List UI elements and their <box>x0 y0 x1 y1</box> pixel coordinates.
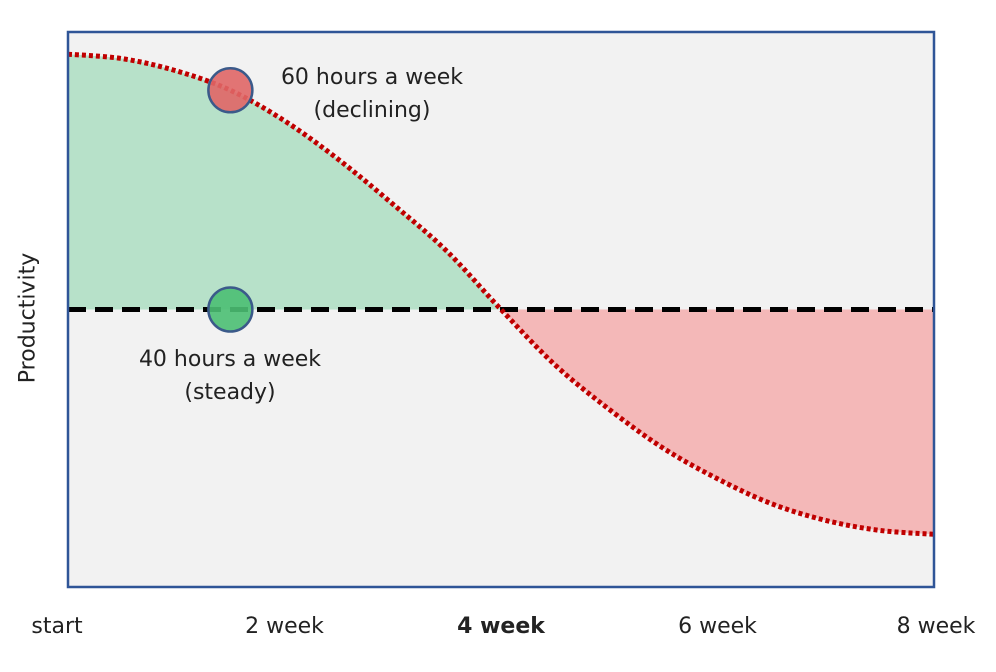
annotation-declining: 60 hours a week (declining) <box>281 61 463 127</box>
x-tick-label: 4 week <box>457 614 545 639</box>
gain-area <box>68 54 934 310</box>
plot-frame <box>66 30 936 589</box>
annotation-declining-line1: 60 hours a week <box>280 65 464 90</box>
annotation-steady-line1: 40 hours a week <box>138 347 322 372</box>
annotation-steady-line2: (steady) <box>184 380 276 405</box>
marker-declining <box>207 67 254 114</box>
x-tick-label: 2 week <box>245 614 324 639</box>
y-axis-label: Productivity <box>15 252 41 384</box>
marker-steady <box>207 286 254 333</box>
annotation-steady: 40 hours a week (steady) <box>139 343 321 409</box>
x-tick-label: start <box>31 614 83 639</box>
annotation-declining-line2: (declining) <box>313 98 431 123</box>
declining-60-hours-line <box>67 51 935 537</box>
x-tick-label: 8 week <box>896 614 976 639</box>
x-tick-label: 6 week <box>678 614 757 639</box>
